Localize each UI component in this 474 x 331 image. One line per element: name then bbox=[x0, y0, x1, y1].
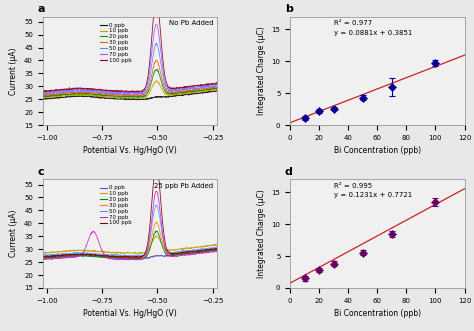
X-axis label: Potential Vs. Hg/HgO (V): Potential Vs. Hg/HgO (V) bbox=[83, 146, 177, 155]
Point bbox=[388, 84, 396, 89]
Point bbox=[316, 109, 323, 114]
Point bbox=[301, 116, 309, 121]
Text: y = 0.0881x + 0.3851: y = 0.0881x + 0.3851 bbox=[334, 29, 412, 35]
X-axis label: Bi Concentration (ppb): Bi Concentration (ppb) bbox=[334, 146, 421, 155]
Text: a: a bbox=[37, 4, 45, 14]
Point bbox=[359, 250, 366, 256]
Y-axis label: Current (μA): Current (μA) bbox=[9, 47, 18, 95]
Text: R² = 0.977: R² = 0.977 bbox=[334, 20, 372, 26]
Point bbox=[301, 276, 309, 281]
Point bbox=[316, 267, 323, 273]
Text: No Pb Added: No Pb Added bbox=[169, 20, 213, 26]
Text: b: b bbox=[285, 4, 293, 14]
Point bbox=[432, 199, 439, 205]
Legend: 0 ppb, 10 ppb, 20 ppb, 30 ppb, 50 ppb, 70 ppb, 100 ppb: 0 ppb, 10 ppb, 20 ppb, 30 ppb, 50 ppb, 7… bbox=[98, 183, 134, 228]
X-axis label: Bi Concentration (ppb): Bi Concentration (ppb) bbox=[334, 309, 421, 318]
Text: y = 0.1231x + 0.7721: y = 0.1231x + 0.7721 bbox=[334, 192, 412, 198]
Point bbox=[330, 261, 337, 266]
Text: d: d bbox=[285, 167, 293, 177]
Text: 25 ppb Pb Added: 25 ppb Pb Added bbox=[155, 183, 213, 189]
Y-axis label: Current (μA): Current (μA) bbox=[9, 210, 18, 258]
Point bbox=[388, 231, 396, 236]
Text: c: c bbox=[37, 167, 44, 177]
Legend: 0 ppb, 10 ppb, 20 ppb, 30 ppb, 50 ppb, 70 ppb, 100 ppb: 0 ppb, 10 ppb, 20 ppb, 30 ppb, 50 ppb, 7… bbox=[98, 21, 134, 65]
Point bbox=[330, 106, 337, 111]
Y-axis label: Integrated Charge (μC): Integrated Charge (μC) bbox=[257, 26, 266, 115]
Text: R² = 0.995: R² = 0.995 bbox=[334, 183, 372, 189]
X-axis label: Potential Vs. Hg/HgO (V): Potential Vs. Hg/HgO (V) bbox=[83, 309, 177, 318]
Point bbox=[359, 95, 366, 100]
Y-axis label: Integrated Charge (μC): Integrated Charge (μC) bbox=[257, 189, 266, 278]
Point bbox=[432, 61, 439, 66]
